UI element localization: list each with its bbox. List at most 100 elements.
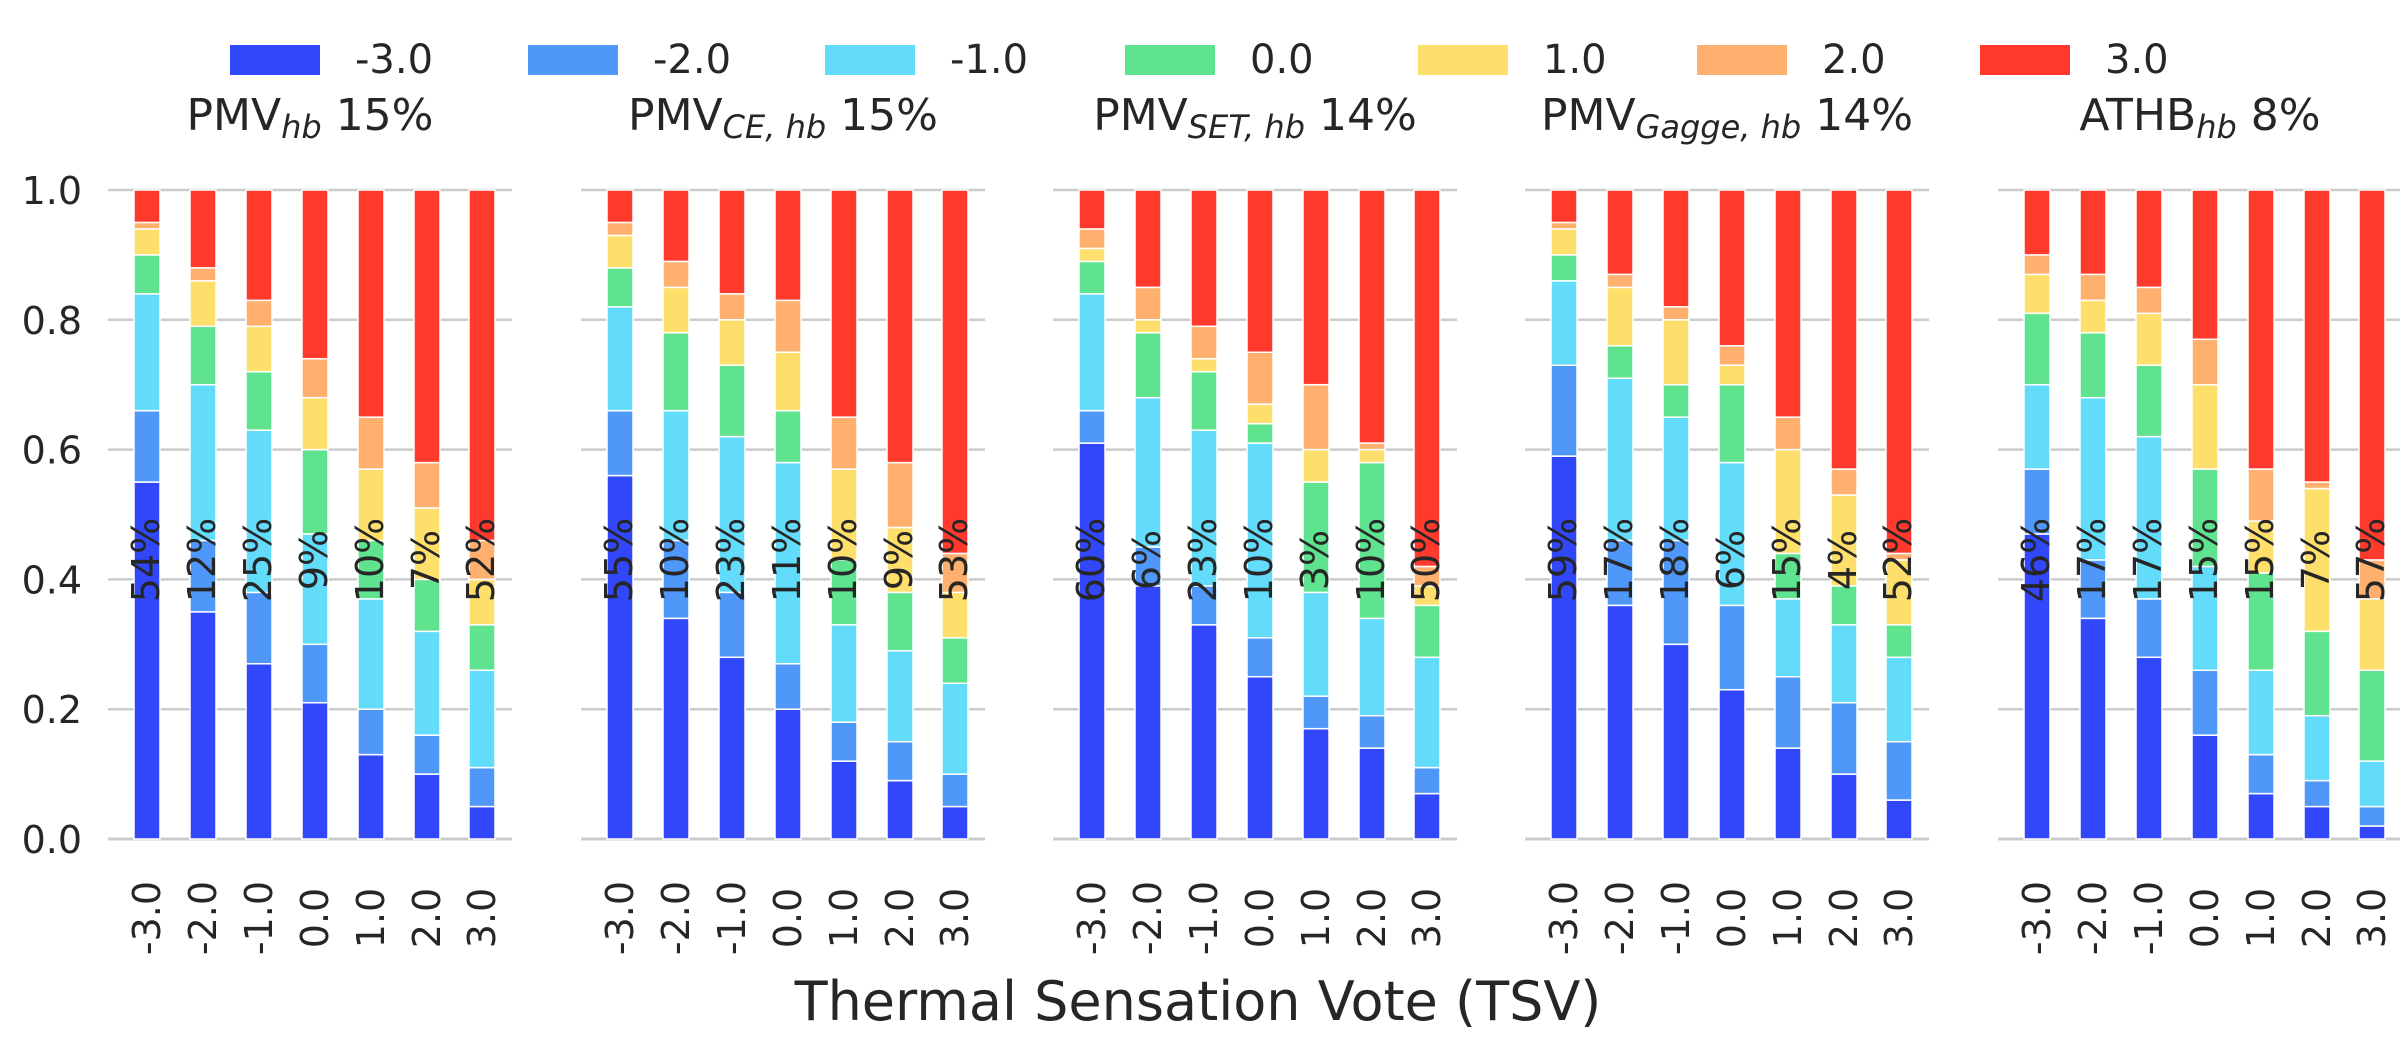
bar-percent-label: 10%	[348, 518, 392, 602]
bar-segment	[2358, 760, 2386, 808]
bar-segment	[2191, 338, 2219, 386]
bar-segment	[2303, 481, 2331, 490]
bar-segment	[189, 611, 217, 840]
bar-segment	[1302, 383, 1330, 451]
bar-percent-label: 17%	[1597, 518, 1641, 602]
bar-segment	[301, 396, 329, 451]
legend-label: 3.0	[2105, 37, 2169, 83]
bar-segment	[2358, 189, 2386, 561]
y-tick-label: 0.8	[22, 299, 82, 343]
bar-segment	[2135, 312, 2163, 366]
bar-segment	[830, 416, 858, 470]
bar-segment	[357, 539, 385, 600]
x-tick-label: 1.0	[349, 888, 393, 948]
legend-swatch	[825, 45, 915, 75]
legend-swatch	[1418, 45, 1508, 75]
bar-segment	[1358, 189, 1386, 444]
bar-segment	[662, 539, 690, 620]
x-tick-label: -1.0	[237, 881, 281, 955]
bar-percent-label: 54%	[124, 518, 168, 602]
bar-segment	[1134, 286, 1162, 321]
bar-segment	[468, 805, 496, 840]
bar-percent-label: 52%	[1876, 518, 1920, 602]
legend-swatch	[1697, 45, 1787, 75]
panel: PMVhb 15% 0.0 0.2 0.4 0.6 0.8 1.0 54% -3.0 12% -2.…	[22, 90, 512, 955]
bar-segment	[941, 682, 969, 775]
x-tick-label: 1.0	[822, 888, 866, 948]
x-tick-label: -3.0	[598, 881, 642, 955]
bar-percent-label: 17%	[2126, 518, 2170, 602]
bar-segment	[1718, 189, 1746, 347]
legend-swatch	[1125, 45, 1215, 75]
bar-segment	[1718, 364, 1746, 386]
x-tick-label: -3.0	[1542, 881, 1586, 955]
bar-percent-label: 59%	[1541, 518, 1585, 602]
legend-label: -2.0	[653, 37, 731, 83]
bar-segment	[245, 370, 273, 431]
bar-segment	[1885, 189, 1913, 555]
x-tick-label: -2.0	[2071, 881, 2115, 955]
bar-segment	[2247, 753, 2275, 795]
bar-segment	[1413, 766, 1441, 795]
bar-segment	[2358, 669, 2386, 762]
bar-segment	[1302, 448, 1330, 483]
bar-percent-label: 7%	[2294, 530, 2338, 590]
bar-segment	[1774, 552, 1802, 600]
bar-segment	[1246, 189, 1274, 353]
x-tick-label: 0.0	[1238, 888, 1282, 948]
bar-segment	[1302, 727, 1330, 840]
bar-segment	[1078, 260, 1106, 295]
bar-segment	[606, 306, 634, 412]
bar-segment	[2358, 805, 2386, 827]
bar-segment	[413, 773, 441, 840]
bar-segment	[1190, 624, 1218, 840]
bar-segment	[1550, 455, 1578, 840]
bar-segment	[301, 357, 329, 399]
bar-segment	[1358, 442, 1386, 451]
bar-segment	[1190, 189, 1218, 328]
bar-segment	[1606, 345, 1634, 379]
bar-percent-label: 10%	[1349, 518, 1393, 602]
bar-segment	[662, 189, 690, 263]
x-tick-label: -3.0	[2015, 881, 2059, 955]
x-tick-label: 3.0	[1405, 888, 1449, 948]
bar-segment	[1830, 773, 1858, 840]
bar-segment	[774, 299, 802, 353]
bar-segment	[1190, 357, 1218, 373]
bar-segment	[1662, 416, 1690, 542]
bar-segment	[1830, 701, 1858, 775]
bar-percent-label: 52%	[459, 518, 503, 602]
bar-segment	[245, 325, 273, 373]
bar-segment	[1830, 494, 1858, 587]
bar-segment	[1774, 676, 1802, 749]
panel-title: PMVGagge, hb 14%	[1541, 90, 1913, 146]
bar-segment	[1606, 286, 1634, 347]
bar-percent-label: 18%	[1653, 518, 1697, 602]
bar-segment	[1718, 383, 1746, 464]
bar-segment	[830, 559, 858, 626]
bar-segment	[357, 416, 385, 470]
x-tick-label: 2.0	[878, 888, 922, 948]
bar-segment	[606, 221, 634, 237]
bar-segment	[133, 189, 161, 224]
bar-segment	[413, 734, 441, 775]
legend: -3.0 -2.0 -1.0 0.0 1.0 2.0 3.0	[230, 37, 2169, 83]
x-tick-label: 2.0	[405, 888, 449, 948]
bar-segment	[830, 721, 858, 762]
bar-segment	[1078, 442, 1106, 840]
bar-segment	[1774, 416, 1802, 451]
bar-segment	[1358, 461, 1386, 620]
bar-segment	[2023, 312, 2051, 386]
bar-segment	[774, 409, 802, 464]
bar-segment	[1662, 319, 1690, 386]
bar-segment	[718, 656, 746, 840]
bar-segment	[357, 598, 385, 710]
bar-segment	[2079, 332, 2107, 399]
bar-segment	[1885, 656, 1913, 743]
legend-label: 1.0	[1543, 37, 1607, 83]
bar-segment	[886, 461, 914, 529]
bar-segment	[2247, 468, 2275, 522]
bar-segment	[1830, 468, 1858, 496]
bar-segment	[357, 189, 385, 418]
